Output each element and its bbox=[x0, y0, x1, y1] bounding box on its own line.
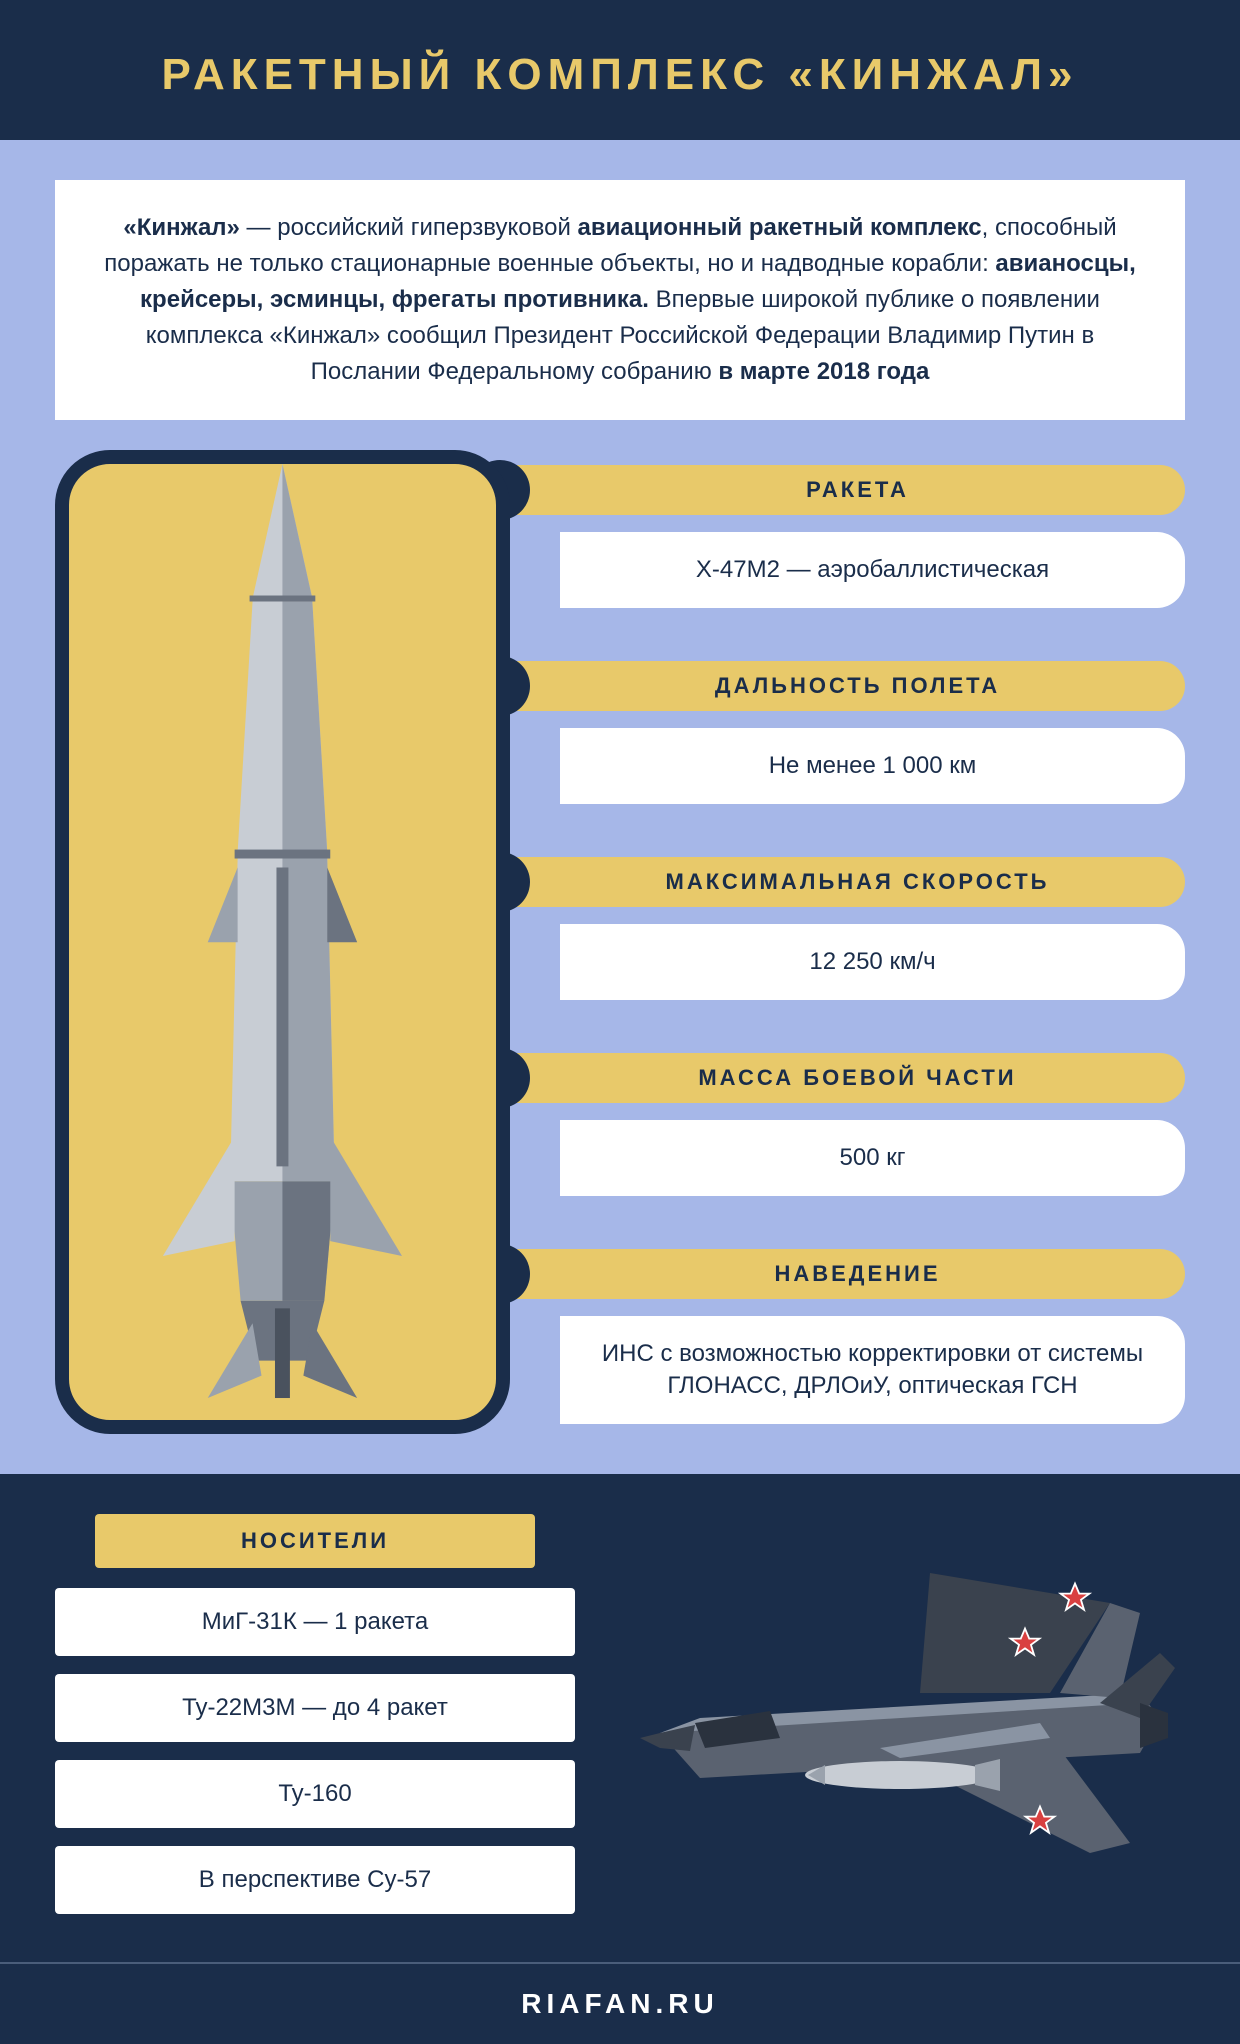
missile-icon bbox=[133, 464, 432, 1420]
spec-guidance: НАВЕДЕНИЕ ИНС с возможностью корректиров… bbox=[510, 1244, 1185, 1425]
spec-value: ИНС с возможностью корректировки от сист… bbox=[560, 1316, 1185, 1425]
jet-illustration-panel bbox=[615, 1514, 1185, 1932]
spec-value: Х-47М2 — аэробаллистическая bbox=[560, 532, 1185, 608]
main-row: РАКЕТА Х-47М2 — аэробаллистическая ДАЛЬН… bbox=[55, 450, 1185, 1434]
intro-text: «Кинжал» — российский гиперзвуковой авиа… bbox=[55, 180, 1185, 420]
spec-missile: РАКЕТА Х-47М2 — аэробаллистическая bbox=[510, 460, 1185, 608]
footer-source: RIAFAN.RU bbox=[0, 1962, 1240, 2044]
header: РАКЕТНЫЙ КОМПЛЕКС «КИНЖАЛ» bbox=[0, 0, 1240, 140]
bottom-section: НОСИТЕЛИ МиГ-31К — 1 ракета Ту-22М3М — д… bbox=[0, 1474, 1240, 1962]
page-title: РАКЕТНЫЙ КОМПЛЕКС «КИНЖАЛ» bbox=[40, 50, 1200, 100]
carriers-title: НОСИТЕЛИ bbox=[95, 1514, 535, 1568]
carrier-item: В перспективе Су-57 bbox=[55, 1846, 575, 1914]
fighter-jet-icon bbox=[620, 1543, 1180, 1903]
spec-warhead: МАССА БОЕВОЙ ЧАСТИ 500 кг bbox=[510, 1048, 1185, 1196]
missile-illustration-panel bbox=[55, 450, 510, 1434]
infographic-page: РАКЕТНЫЙ КОМПЛЕКС «КИНЖАЛ» «Кинжал» — ро… bbox=[0, 0, 1240, 2044]
spec-value: 12 250 км/ч bbox=[560, 924, 1185, 1000]
spec-label: ДАЛЬНОСТЬ ПОЛЕТА bbox=[500, 661, 1185, 711]
content: «Кинжал» — российский гиперзвуковой авиа… bbox=[0, 140, 1240, 1434]
carrier-item: Ту-160 bbox=[55, 1760, 575, 1828]
spec-label: НАВЕДЕНИЕ bbox=[500, 1249, 1185, 1299]
carriers-column: НОСИТЕЛИ МиГ-31К — 1 ракета Ту-22М3М — д… bbox=[55, 1514, 575, 1932]
spec-value: Не менее 1 000 км bbox=[560, 728, 1185, 804]
spec-value: 500 кг bbox=[560, 1120, 1185, 1196]
specs-column: РАКЕТА Х-47М2 — аэробаллистическая ДАЛЬН… bbox=[510, 450, 1185, 1434]
spec-label: МАКСИМАЛЬНАЯ СКОРОСТЬ bbox=[500, 857, 1185, 907]
spec-range: ДАЛЬНОСТЬ ПОЛЕТА Не менее 1 000 км bbox=[510, 656, 1185, 804]
spec-label: РАКЕТА bbox=[500, 465, 1185, 515]
carrier-item: Ту-22М3М — до 4 ракет bbox=[55, 1674, 575, 1742]
carrier-item: МиГ-31К — 1 ракета bbox=[55, 1588, 575, 1656]
spec-label: МАССА БОЕВОЙ ЧАСТИ bbox=[500, 1053, 1185, 1103]
spec-speed: МАКСИМАЛЬНАЯ СКОРОСТЬ 12 250 км/ч bbox=[510, 852, 1185, 1000]
